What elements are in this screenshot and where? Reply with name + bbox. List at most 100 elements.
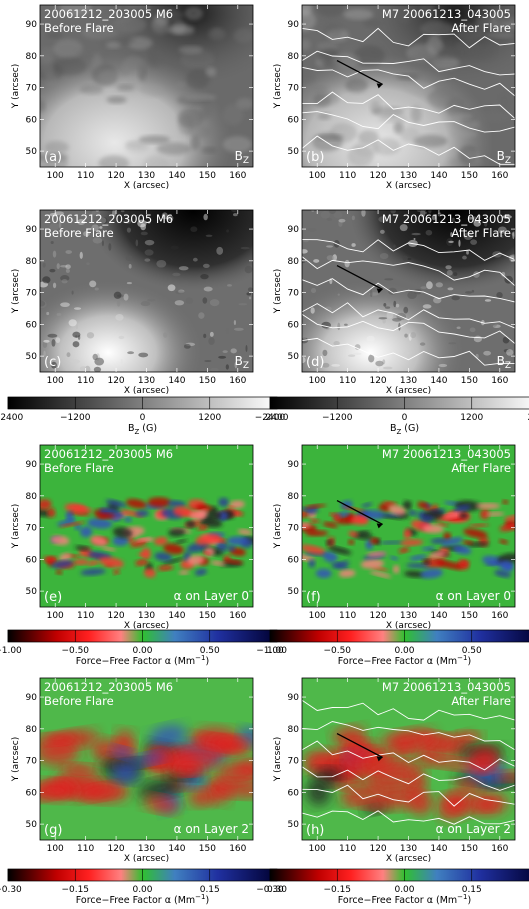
y-tick-label: 90 <box>288 20 300 30</box>
quantity-main: α on Layer 2 <box>174 822 249 836</box>
field-patch <box>178 45 203 54</box>
field-patch <box>105 41 121 49</box>
contour-line <box>301 66 516 97</box>
alpha-patch <box>325 540 334 545</box>
field-patch <box>353 45 385 67</box>
field-fibril <box>144 249 154 256</box>
x-tick-label: 130 <box>138 844 155 854</box>
field-patch <box>420 5 436 17</box>
colorbar-label-main: B <box>390 423 397 434</box>
quantity-subscript: Z <box>243 361 249 371</box>
alpha-patch <box>309 519 320 524</box>
alpha-patch <box>216 761 253 784</box>
x-tick-label: 100 <box>309 844 326 854</box>
field-fibril <box>416 210 427 213</box>
colorbar-label-tail: ) <box>206 895 210 906</box>
x-tick-label: 160 <box>491 611 508 621</box>
alpha-patch <box>227 545 236 552</box>
alpha-patch <box>338 569 356 578</box>
colorbar-tick-label: 2400 <box>266 413 289 423</box>
field-fibril <box>56 263 60 270</box>
field-fibril <box>42 341 48 348</box>
alpha-patch <box>379 540 404 545</box>
field-fibril <box>326 217 333 221</box>
colorbar-tick-label: −1200 <box>60 413 91 423</box>
alpha-patch <box>409 554 427 561</box>
field-patch <box>410 105 422 124</box>
contour-overlay <box>301 27 516 165</box>
x-tick-label: 130 <box>138 376 155 386</box>
flare-arrow-head <box>376 756 383 762</box>
alpha-patch <box>196 504 213 512</box>
alpha-patch <box>195 533 221 546</box>
alpha-patch <box>211 780 253 798</box>
alpha-patch <box>502 499 509 505</box>
contour-line <box>301 278 516 303</box>
field-fibril <box>112 210 117 217</box>
panel-image <box>302 210 515 372</box>
x-tick-label: 140 <box>168 611 185 621</box>
colorbar-tick-label: 0.00 <box>394 646 414 656</box>
field-patch <box>98 155 130 167</box>
alpha-patch <box>400 539 424 546</box>
x-tick-label: 160 <box>229 844 246 854</box>
y-tick-label: 80 <box>26 257 38 267</box>
x-tick-label: 110 <box>339 611 356 621</box>
field-fibril <box>128 263 132 269</box>
alpha-patch <box>90 535 108 547</box>
flare-arrow-head <box>376 83 383 89</box>
field-fibril <box>366 335 375 342</box>
field-fibril <box>332 254 337 262</box>
alpha-patch <box>306 778 331 806</box>
contour-line <box>301 699 516 721</box>
field-fibril <box>438 363 448 368</box>
quantity-subscript: Z <box>505 156 511 166</box>
field-fibril <box>395 303 400 308</box>
x-tick-label: 160 <box>491 844 508 854</box>
field-fibril <box>46 311 50 316</box>
colorbar-tick-label: 1200 <box>198 413 221 423</box>
alpha-patch <box>430 538 447 544</box>
y-axis-label: Y (arcsec) <box>11 737 21 783</box>
field-fibril <box>198 312 205 319</box>
field-fibril <box>450 232 453 237</box>
colorbar-tick-label: 2400 <box>528 413 529 423</box>
field-fibril <box>447 287 454 291</box>
panel-c: 100 110 120 130 140 150 160 50 60 70 80 90 X (arcsec… <box>11 209 254 396</box>
field-fibril <box>202 263 210 268</box>
x-axis-label: X (arcsec) <box>386 854 431 864</box>
alpha-patch <box>154 536 168 546</box>
colorbar-tick-label: −0.50 <box>323 646 351 656</box>
y-tick-label: 90 <box>26 225 38 235</box>
y-tick-label: 80 <box>288 492 300 502</box>
field-fibril <box>378 317 388 320</box>
field-patch <box>363 19 381 28</box>
field-fibril <box>222 350 228 353</box>
quantity-main: B <box>497 149 505 163</box>
panel-state-label: After Flare <box>451 694 511 708</box>
alpha-patch <box>499 560 513 571</box>
field-fibril <box>337 293 340 296</box>
field-fibril <box>398 322 401 331</box>
alpha-patch <box>210 736 253 755</box>
field-fibril <box>384 278 394 281</box>
panel-letter: (e) <box>44 590 62 605</box>
alpha-patch <box>163 543 184 555</box>
field-fibril <box>501 271 506 277</box>
field-fibril <box>244 265 253 274</box>
field-fibril <box>344 323 348 326</box>
colorbar-tick-label: −0.30 <box>256 885 284 895</box>
field-fibril <box>383 303 387 307</box>
alpha-patch <box>405 563 431 569</box>
field-fibril <box>476 214 482 220</box>
x-tick-label: 120 <box>369 171 386 181</box>
alpha-patch <box>476 798 498 812</box>
field-patch <box>378 114 409 123</box>
x-tick-label: 110 <box>77 376 94 386</box>
x-tick-label: 160 <box>491 376 508 386</box>
quantity-main: α on Layer 2 <box>436 822 511 836</box>
alpha-patch <box>383 501 397 507</box>
x-tick-label: 120 <box>107 376 124 386</box>
field-fibril <box>378 216 388 223</box>
field-fibril <box>500 351 508 359</box>
